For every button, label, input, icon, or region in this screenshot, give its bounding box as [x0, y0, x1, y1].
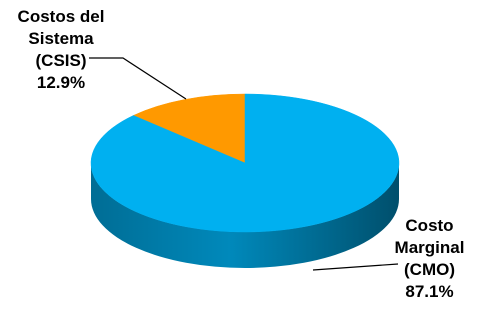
- label-cmo-line-3: (CMO): [404, 260, 455, 279]
- label-csis-line-1: Costos del: [17, 7, 105, 26]
- label-csis-line-3: (CSIS): [35, 51, 87, 70]
- label-cmo-line-2: Marginal: [394, 238, 465, 257]
- label-csis-value: 12.9%: [36, 73, 86, 92]
- pie-side-wall-1-0: [91, 163, 399, 268]
- label-csis-line-2: Sistema: [28, 29, 94, 48]
- label-csis: Costos del Sistema (CSIS) 12.9%: [6, 6, 116, 94]
- label-cmo-line-1: Costo: [405, 216, 454, 235]
- pie-slice-1: [90, 93, 400, 233]
- label-cmo-value: 87.1%: [405, 282, 454, 301]
- leader-line-cmo: [312, 263, 399, 271]
- label-cmo: Costo Marginal (CMO) 87.1%: [382, 215, 477, 303]
- leader-line-csis: [89, 57, 187, 100]
- pie-slice-0: [132, 93, 246, 164]
